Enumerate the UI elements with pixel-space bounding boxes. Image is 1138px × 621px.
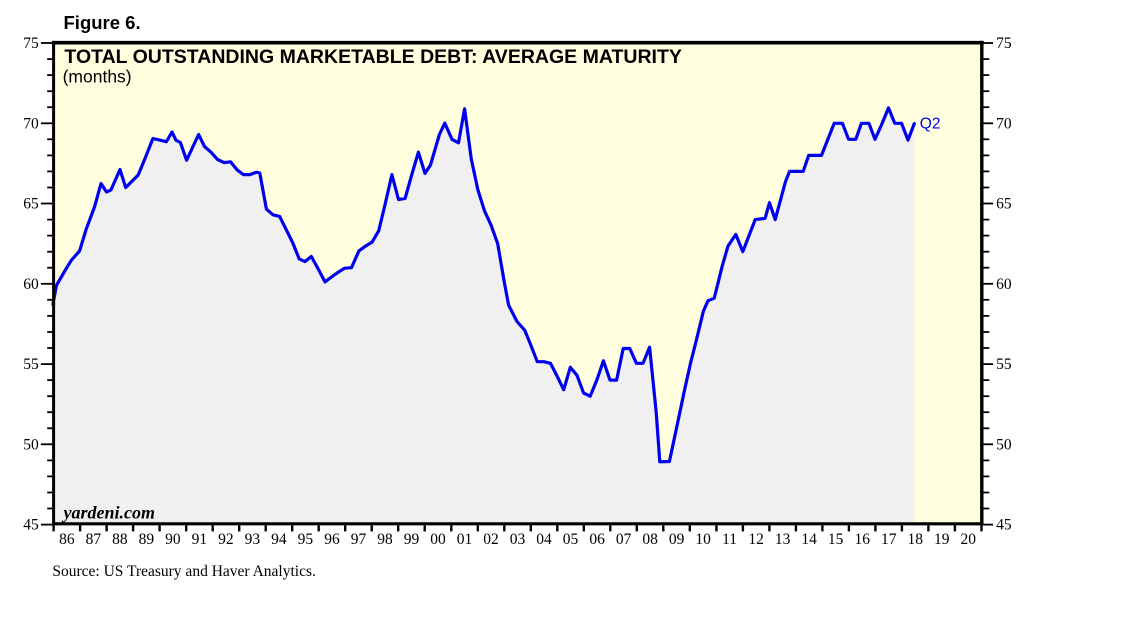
svg-text:65: 65 (23, 196, 39, 213)
svg-text:88: 88 (112, 531, 128, 548)
svg-text:70: 70 (996, 115, 1012, 132)
svg-text:50: 50 (23, 436, 39, 453)
svg-text:09: 09 (669, 531, 685, 548)
svg-text:10: 10 (695, 531, 711, 548)
svg-text:08: 08 (642, 531, 658, 548)
svg-text:70: 70 (23, 115, 39, 132)
svg-text:Figure 6.: Figure 6. (64, 12, 141, 33)
svg-text:60: 60 (23, 276, 39, 293)
svg-text:98: 98 (377, 531, 393, 548)
svg-text:13: 13 (775, 531, 791, 548)
svg-text:55: 55 (996, 356, 1012, 373)
svg-text:00: 00 (430, 531, 446, 548)
svg-text:07: 07 (616, 531, 632, 548)
svg-text:02: 02 (483, 531, 499, 548)
svg-text:89: 89 (139, 531, 155, 548)
svg-text:86: 86 (59, 531, 75, 548)
svg-text:12: 12 (748, 531, 764, 548)
svg-text:Source: US Treasury and Haver: Source: US Treasury and Haver Analytics. (52, 563, 315, 580)
svg-text:15: 15 (828, 531, 844, 548)
svg-text:60: 60 (996, 276, 1012, 293)
svg-text:16: 16 (854, 531, 870, 548)
svg-text:19: 19 (934, 531, 950, 548)
svg-text:(months): (months) (63, 67, 132, 87)
svg-text:90: 90 (165, 531, 181, 548)
svg-text:06: 06 (589, 531, 605, 548)
svg-text:91: 91 (192, 531, 208, 548)
svg-text:04: 04 (536, 531, 552, 548)
svg-text:75: 75 (996, 35, 1012, 52)
svg-text:03: 03 (510, 531, 526, 548)
svg-text:TOTAL OUTSTANDING MARKETABLE D: TOTAL OUTSTANDING MARKETABLE DEBT: AVERA… (64, 46, 681, 68)
svg-text:99: 99 (404, 531, 420, 548)
svg-text:45: 45 (23, 517, 39, 534)
svg-text:yardeni.com: yardeni.com (62, 503, 156, 523)
svg-text:55: 55 (23, 356, 39, 373)
svg-text:96: 96 (324, 531, 340, 548)
svg-text:95: 95 (298, 531, 314, 548)
svg-text:94: 94 (271, 531, 287, 548)
svg-text:Q2: Q2 (920, 115, 941, 132)
svg-text:18: 18 (907, 531, 923, 548)
svg-text:17: 17 (881, 531, 897, 548)
svg-text:45: 45 (996, 517, 1012, 534)
svg-text:97: 97 (351, 531, 367, 548)
svg-text:87: 87 (86, 531, 102, 548)
svg-text:65: 65 (996, 196, 1012, 213)
svg-text:20: 20 (960, 531, 976, 548)
svg-text:11: 11 (722, 531, 737, 548)
svg-text:75: 75 (23, 35, 39, 52)
svg-text:50: 50 (996, 436, 1012, 453)
svg-text:05: 05 (563, 531, 579, 548)
svg-text:01: 01 (457, 531, 473, 548)
svg-text:93: 93 (245, 531, 261, 548)
svg-text:92: 92 (218, 531, 234, 548)
svg-text:14: 14 (801, 531, 817, 548)
